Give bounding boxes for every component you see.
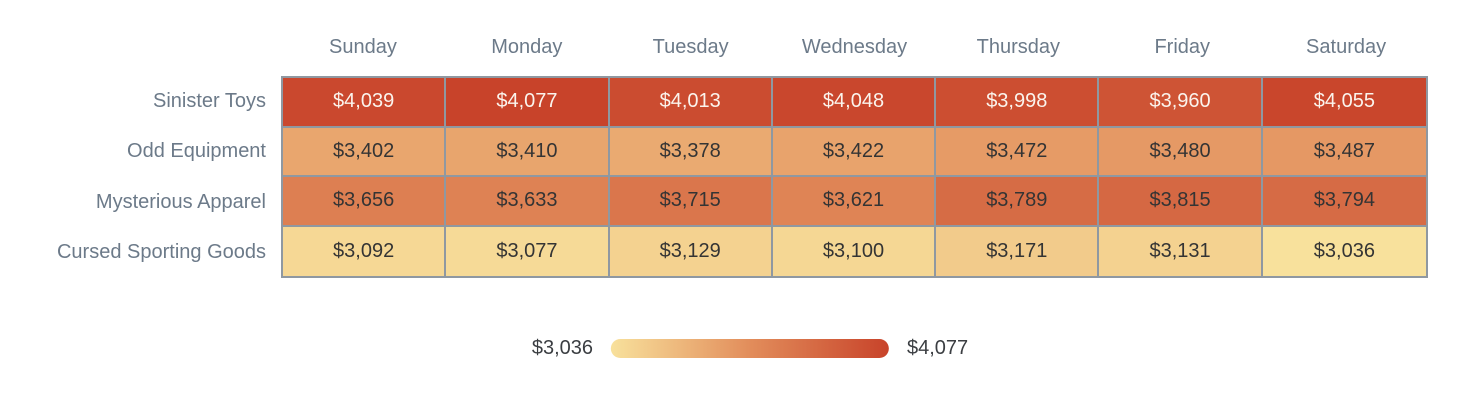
column-header-monday: Monday: [491, 35, 563, 58]
heatmap-cell-sinister-toys-monday: $4,077: [446, 78, 610, 128]
heatmap-cell-odd-equipment-sunday: $3,402: [283, 127, 447, 177]
heatmap-cell-cursed-sporting-goods-monday: $3,077: [446, 226, 610, 276]
heatmap-cell-sinister-toys-tuesday: $4,013: [609, 78, 773, 128]
heatmap-cell-odd-equipment-saturday: $3,487: [1262, 127, 1426, 177]
heatmap-cell-mysterious-apparel-monday: $3,633: [446, 177, 610, 227]
column-header-sunday: Sunday: [329, 35, 397, 58]
heatmap-cell-mysterious-apparel-friday: $3,815: [1099, 177, 1263, 227]
heatmap-cell-mysterious-apparel-thursday: $3,789: [936, 177, 1100, 227]
column-header-thursday: Thursday: [976, 35, 1061, 58]
column-headers: Sunday Monday Tuesday Wednesday Thursday Frid…: [281, 32, 1428, 62]
heatmap-cell-mysterious-apparel-saturday: $3,794: [1262, 177, 1426, 227]
heatmap-cell-odd-equipment-monday: $3,410: [446, 127, 610, 177]
heatmap-grid: $4,039 $4,077 $4,013 $4,048 $3,998 $3,960 $4,0…: [281, 76, 1428, 278]
heatmap-cell-sinister-toys-saturday: $4,055: [1262, 78, 1426, 128]
heatmap-cell-cursed-sporting-goods-saturday: $3,036: [1262, 226, 1426, 276]
row-label-cursed-sporting-goods: Cursed Sporting Goods: [56, 241, 266, 264]
legend: $3,036 $4,077: [532, 335, 968, 361]
row-label-odd-equipment: Odd Equipment: [127, 140, 266, 163]
heatmap-cell-odd-equipment-friday: $3,480: [1099, 127, 1263, 177]
column-header-wednesday: Wednesday: [801, 35, 908, 58]
legend-max-label: $4,077: [907, 336, 969, 359]
heatmap-cell-sinister-toys-friday: $3,960: [1099, 78, 1263, 128]
heatmap-cell-mysterious-apparel-wednesday: $3,621: [772, 177, 937, 227]
column-header-saturday: Saturday: [1306, 35, 1387, 58]
row-labels: Sinister Toys Odd Equipment Mysterious App…: [0, 76, 266, 278]
column-header-friday: Friday: [1154, 35, 1211, 58]
heatmap-cell-sinister-toys-thursday: $3,998: [936, 78, 1100, 128]
column-header-tuesday: Tuesday: [652, 35, 729, 58]
heatmap-cell-odd-equipment-tuesday: $3,378: [609, 127, 773, 177]
row-label-sinister-toys: Sinister Toys: [152, 89, 266, 112]
row-label-mysterious-apparel: Mysterious Apparel: [95, 190, 266, 213]
heatmap-cell-cursed-sporting-goods-friday: $3,131: [1099, 226, 1263, 276]
legend-gradient-bar: [611, 338, 889, 358]
heatmap-cell-sinister-toys-sunday: $4,039: [283, 78, 447, 128]
heatmap-cell-cursed-sporting-goods-tuesday: $3,129: [609, 226, 773, 276]
heatmap-cell-cursed-sporting-goods-sunday: $3,092: [283, 226, 447, 276]
heatmap-cell-sinister-toys-wednesday: $4,048: [772, 78, 937, 128]
heatmap-cell-odd-equipment-thursday: $3,472: [936, 127, 1100, 177]
heatmap-cell-mysterious-apparel-tuesday: $3,715: [609, 177, 773, 227]
legend-min-label: $3,036: [531, 336, 593, 359]
heatmap-cell-odd-equipment-wednesday: $3,422: [772, 127, 937, 177]
heatmap-cell-mysterious-apparel-sunday: $3,656: [283, 177, 447, 227]
heatmap-cell-cursed-sporting-goods-thursday: $3,171: [936, 226, 1100, 276]
heatmap-cell-cursed-sporting-goods-wednesday: $3,100: [772, 226, 937, 276]
